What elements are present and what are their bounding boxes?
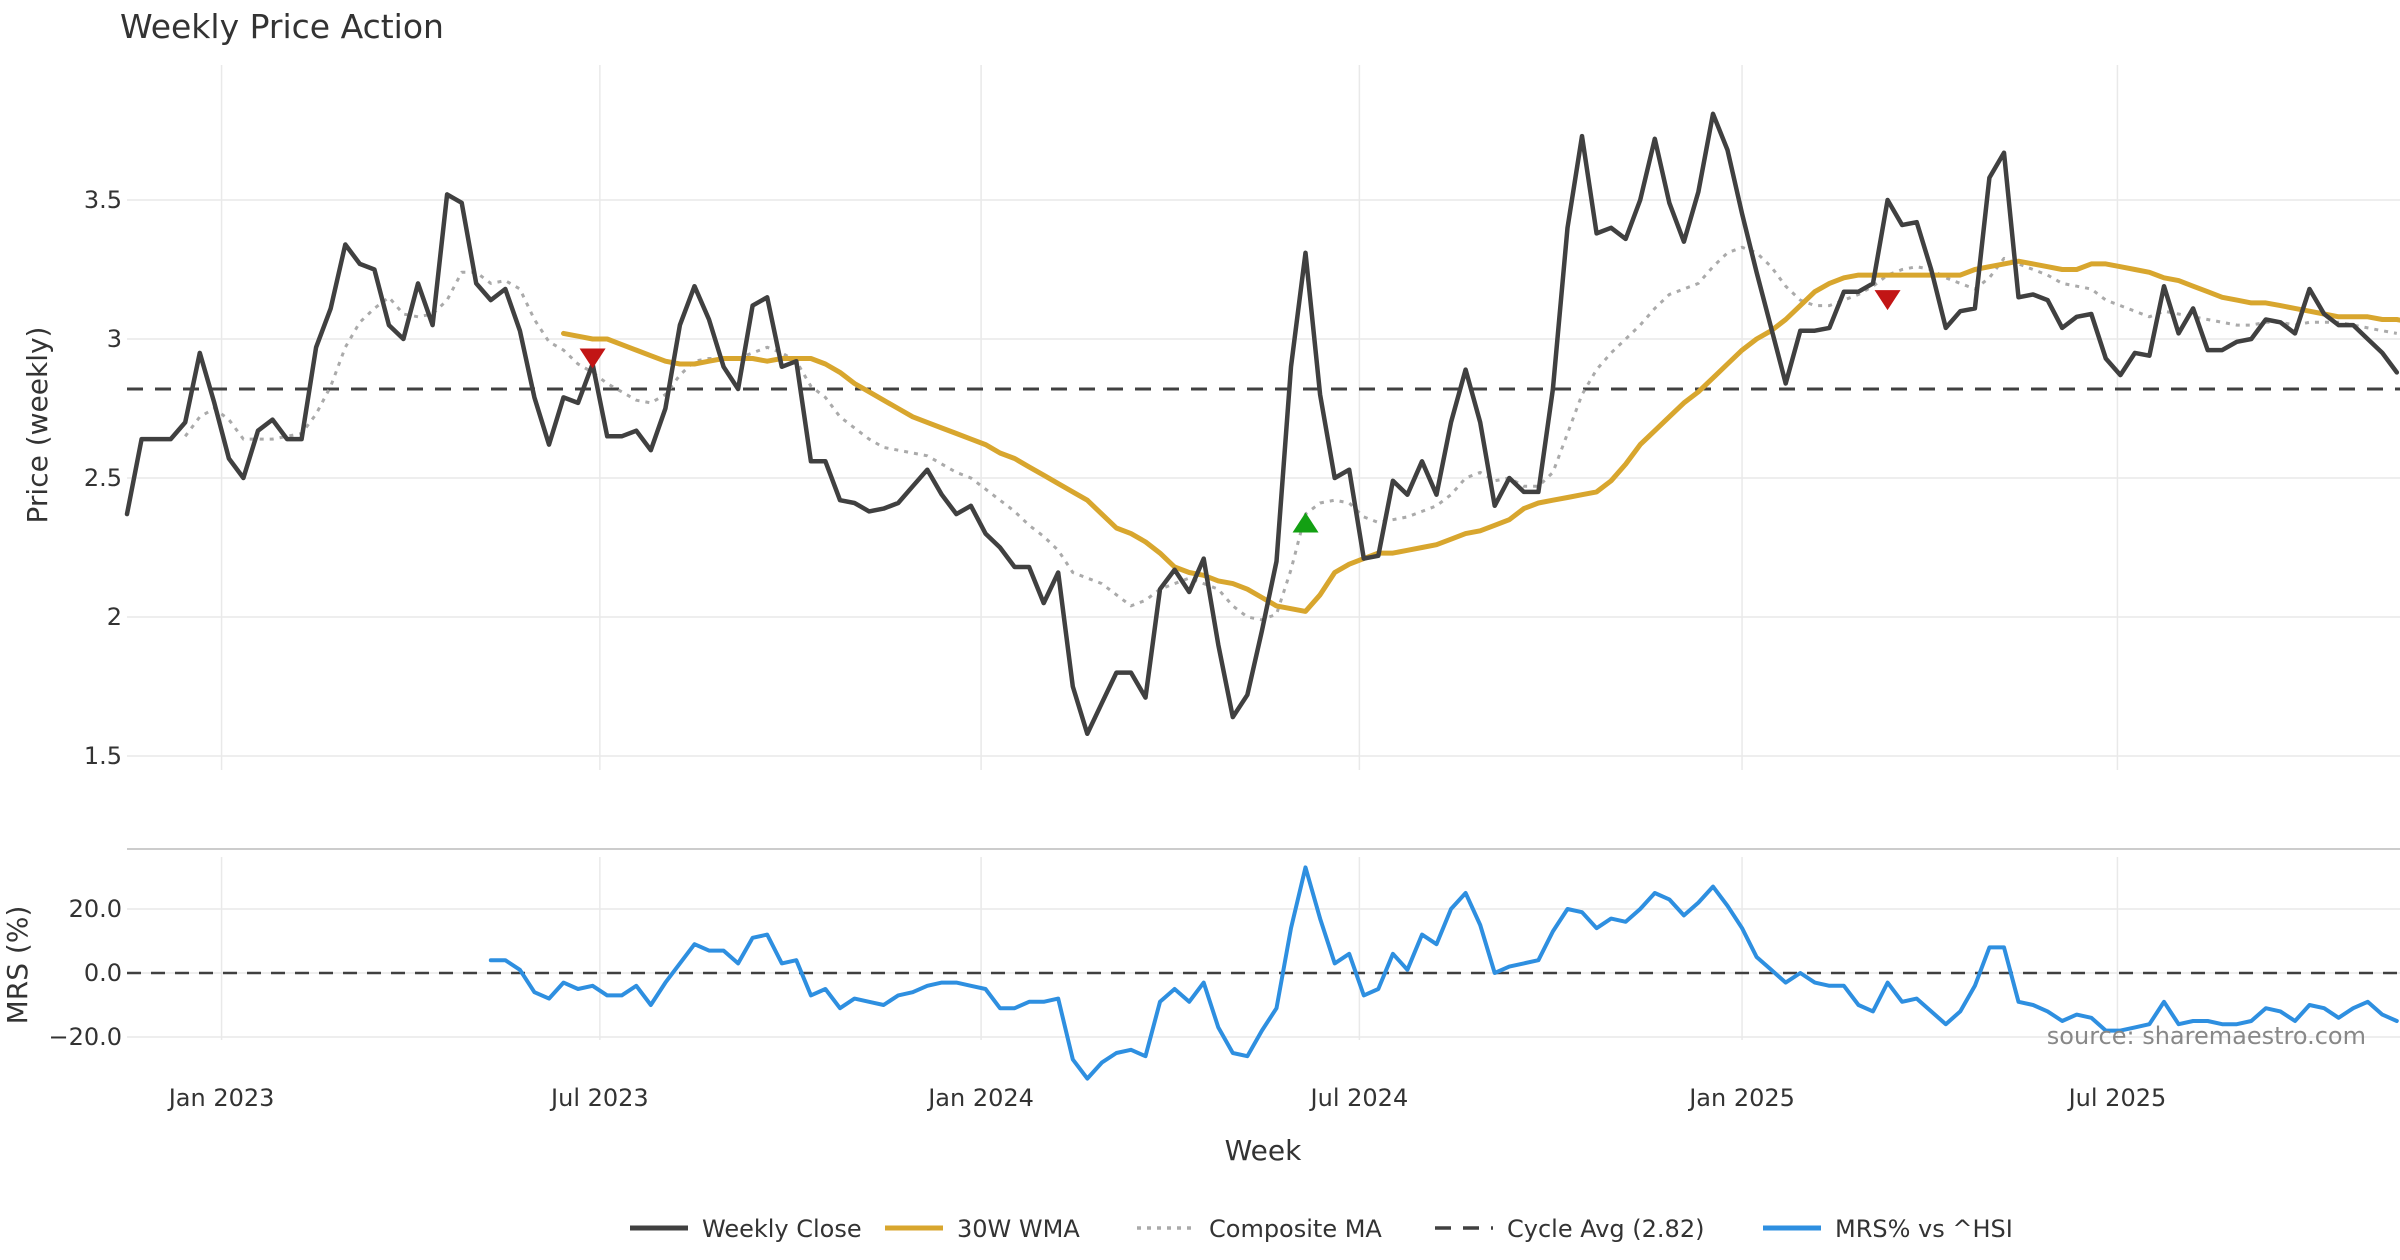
mrs-series-group: [127, 865, 2400, 1081]
mrs-gridlines: [127, 857, 2400, 1040]
legend-item-cycle-avg-2-82: Cycle Avg (2.82): [1435, 1215, 1704, 1243]
price-y-tick-label: 2.5: [84, 464, 122, 492]
price-y-tick-label: 2: [107, 603, 122, 631]
legend-label: MRS% vs ^HSI: [1835, 1215, 2013, 1243]
sell-signal-marker: [1874, 290, 1901, 311]
sell-signal-marker: [579, 348, 606, 369]
legend-item-30w-wma: 30W WMA: [885, 1215, 1080, 1243]
price-gridlines: [127, 65, 2400, 770]
mrs-y-tick-label: −20.0: [48, 1023, 122, 1051]
legend-item-mrs-vs-hsi: MRS% vs ^HSI: [1763, 1215, 2013, 1243]
legend: Weekly Close 30W WMA Composite MA Cycle Avg…: [630, 1215, 2013, 1243]
buy-signal-marker: [1292, 512, 1319, 533]
legend-label: Weekly Close: [702, 1215, 862, 1243]
price-y-tick-label: 1.5: [84, 742, 122, 770]
series-mrs-vs-hsi: [488, 865, 2399, 1081]
price-y-tick-label: 3: [107, 325, 122, 353]
x-tick-label: Jan 2025: [1687, 1084, 1795, 1112]
mrs-y-tick-label: 20.0: [69, 895, 122, 923]
chart-title: Weekly Price Action: [120, 7, 444, 46]
x-tick-label: Jul 2025: [2067, 1084, 2167, 1112]
price-series-group: [124, 111, 2400, 737]
mrs-y-tick-label: 0.0: [84, 959, 122, 987]
x-tick-label: Jan 2024: [926, 1084, 1034, 1112]
x-ticks: Jan 2023 Jul 2023 Jan 2024 Jul 2024 Jan 2025…: [167, 1084, 2167, 1112]
x-tick-label: Jan 2023: [167, 1084, 275, 1112]
price-y-axis-label: Price (weekly): [21, 327, 54, 524]
legend-label: Composite MA: [1209, 1215, 1382, 1243]
x-tick-label: Jul 2023: [549, 1084, 649, 1112]
signal-markers: [579, 290, 1901, 533]
legend-label: Cycle Avg (2.82): [1507, 1215, 1704, 1243]
legend-item-weekly-close: Weekly Close: [630, 1215, 862, 1243]
legend-label: 30W WMA: [957, 1215, 1080, 1243]
legend-item-composite-ma: Composite MA: [1137, 1215, 1382, 1243]
source-annotation: source: sharemaestro.com: [2047, 1022, 2366, 1050]
series-composite-ma: [183, 245, 2398, 622]
mrs-y-ticks: −20.0 0.0 20.0: [48, 895, 122, 1051]
series-30w-wma: [561, 258, 2400, 614]
price-y-tick-label: 3.5: [84, 186, 122, 214]
x-tick-label: Jul 2024: [1309, 1084, 1409, 1112]
price-y-ticks: 1.5 2 2.5 3 3.5: [84, 186, 122, 770]
series-weekly-close: [124, 111, 2400, 737]
mrs-y-axis-label: MRS (%): [1, 906, 34, 1025]
x-axis-label: Week: [1225, 1134, 1302, 1167]
